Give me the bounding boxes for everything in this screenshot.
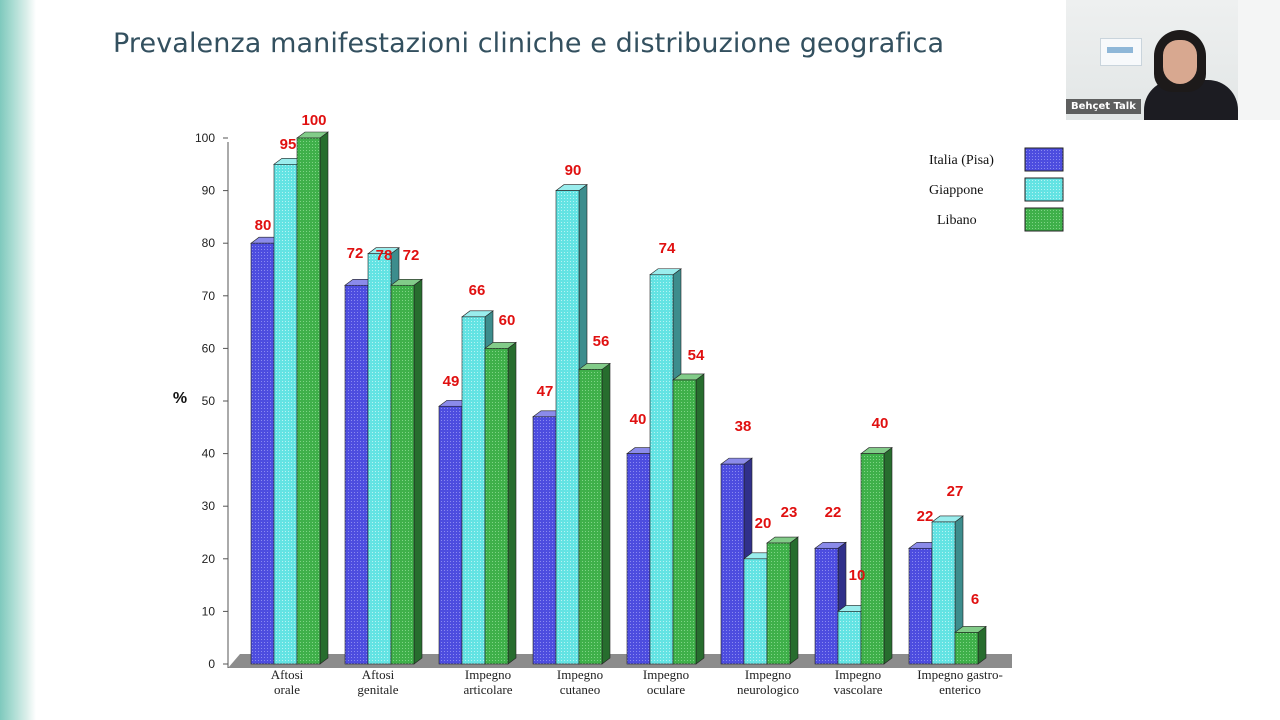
y-tick-label: 10 bbox=[202, 604, 216, 618]
bar-side bbox=[601, 362, 611, 665]
bar-4-series-3 bbox=[578, 369, 603, 665]
data-label: 95 bbox=[280, 136, 297, 153]
data-label: 72 bbox=[347, 245, 364, 262]
speaker-face bbox=[1163, 40, 1197, 84]
y-tick-label: 80 bbox=[202, 236, 216, 250]
bar-side bbox=[789, 536, 799, 665]
bar-6-series-1 bbox=[720, 463, 745, 665]
legend-label: Italia (Pisa) bbox=[929, 153, 994, 168]
x-category-label: genitale bbox=[357, 682, 398, 697]
y-axis-label: % bbox=[173, 390, 187, 407]
bar-7-series-1 bbox=[814, 547, 839, 665]
bar-5-series-2 bbox=[649, 274, 674, 665]
bar-side bbox=[977, 625, 987, 665]
x-category-label: Impegno bbox=[745, 667, 791, 682]
slide-side-decoration bbox=[0, 0, 36, 720]
data-label: 23 bbox=[781, 504, 798, 521]
x-category-label: cutaneo bbox=[560, 682, 600, 697]
bar-5-series-3 bbox=[672, 379, 697, 665]
x-category-label: Impegno gastro- bbox=[917, 667, 1003, 682]
x-category-label: oculare bbox=[647, 682, 685, 697]
y-tick-label: 90 bbox=[202, 184, 216, 198]
data-label: 66 bbox=[469, 282, 486, 299]
bar-4-series-1 bbox=[532, 416, 557, 665]
bar-5-series-1 bbox=[626, 453, 651, 665]
data-label: 72 bbox=[403, 247, 420, 264]
y-tick-label: 100 bbox=[195, 131, 215, 145]
bar-side bbox=[319, 131, 329, 665]
legend-swatch bbox=[1024, 177, 1064, 202]
x-category-label: Impegno bbox=[643, 667, 689, 682]
bar-3-series-3 bbox=[484, 348, 509, 665]
legend-label: Libano bbox=[937, 213, 977, 228]
bar-6-series-2 bbox=[743, 558, 768, 665]
legend-swatch bbox=[1024, 207, 1064, 232]
legend-label: Giappone bbox=[929, 183, 983, 198]
data-label: 40 bbox=[630, 411, 647, 428]
data-label: 20 bbox=[755, 515, 772, 532]
x-category-label: Impegno bbox=[557, 667, 603, 682]
y-tick-label: 70 bbox=[202, 289, 216, 303]
data-label: 6 bbox=[971, 591, 979, 608]
bar-3-series-2 bbox=[461, 316, 486, 665]
data-label: 22 bbox=[917, 508, 934, 525]
x-category-label: enterico bbox=[939, 682, 981, 697]
bar-side bbox=[507, 341, 517, 665]
data-label: 38 bbox=[735, 418, 752, 435]
bar-1-series-3 bbox=[296, 137, 321, 665]
bar-8-series-2 bbox=[931, 521, 956, 665]
data-label: 47 bbox=[537, 383, 554, 400]
speaker-name-label: Behçet Talk bbox=[1066, 99, 1141, 114]
y-tick-label: 0 bbox=[208, 657, 215, 671]
wall-poster bbox=[1100, 38, 1142, 66]
legend-swatch bbox=[1024, 147, 1064, 172]
y-tick-label: 40 bbox=[202, 447, 216, 461]
y-tick-label: 50 bbox=[202, 394, 216, 408]
x-category-label: Impegno bbox=[465, 667, 511, 682]
bar-side bbox=[413, 278, 423, 665]
x-category-label: Aftosi bbox=[362, 667, 395, 682]
data-label: 90 bbox=[565, 162, 582, 179]
bar-1-series-1 bbox=[250, 242, 275, 665]
slide-title: Prevalenza manifestazioni cliniche e dis… bbox=[113, 28, 945, 59]
bar-8-series-1 bbox=[908, 547, 933, 665]
y-tick-label: 20 bbox=[202, 552, 216, 566]
data-label: 100 bbox=[301, 112, 326, 129]
data-label: 80 bbox=[255, 217, 272, 234]
bar-3-series-1 bbox=[438, 405, 463, 665]
x-category-label: vascolare bbox=[833, 682, 882, 697]
video-margin bbox=[1238, 0, 1280, 120]
y-tick-label: 30 bbox=[202, 499, 216, 513]
data-label: 54 bbox=[688, 347, 705, 364]
bar-8-series-3 bbox=[954, 632, 979, 665]
speaker-video-tile: Behçet Talk bbox=[1066, 0, 1238, 120]
bar-2-series-3 bbox=[390, 284, 415, 665]
data-label: 40 bbox=[872, 415, 889, 432]
bar-4-series-2 bbox=[555, 190, 580, 665]
data-label: 22 bbox=[825, 504, 842, 521]
y-tick-label: 60 bbox=[202, 341, 216, 355]
x-category-label: Aftosi bbox=[271, 667, 304, 682]
bar-side bbox=[883, 447, 893, 665]
data-label: 60 bbox=[499, 312, 516, 329]
data-label: 49 bbox=[443, 373, 460, 390]
x-category-label: orale bbox=[274, 682, 300, 697]
data-label: 10 bbox=[849, 567, 866, 584]
data-label: 74 bbox=[659, 240, 676, 257]
x-category-label: articolare bbox=[463, 682, 512, 697]
x-category-label: Impegno bbox=[835, 667, 881, 682]
data-label: 56 bbox=[593, 333, 610, 350]
bar-side bbox=[695, 373, 705, 665]
x-category-label: neurologico bbox=[737, 682, 799, 697]
bar-7-series-3 bbox=[860, 453, 885, 665]
bar-2-series-1 bbox=[344, 284, 369, 665]
bar-7-series-2 bbox=[837, 611, 862, 665]
data-label: 27 bbox=[947, 483, 964, 500]
bar-2-series-2 bbox=[367, 253, 392, 665]
bar-1-series-2 bbox=[273, 164, 298, 665]
data-label: 78 bbox=[376, 247, 393, 264]
bar-6-series-3 bbox=[766, 542, 791, 665]
